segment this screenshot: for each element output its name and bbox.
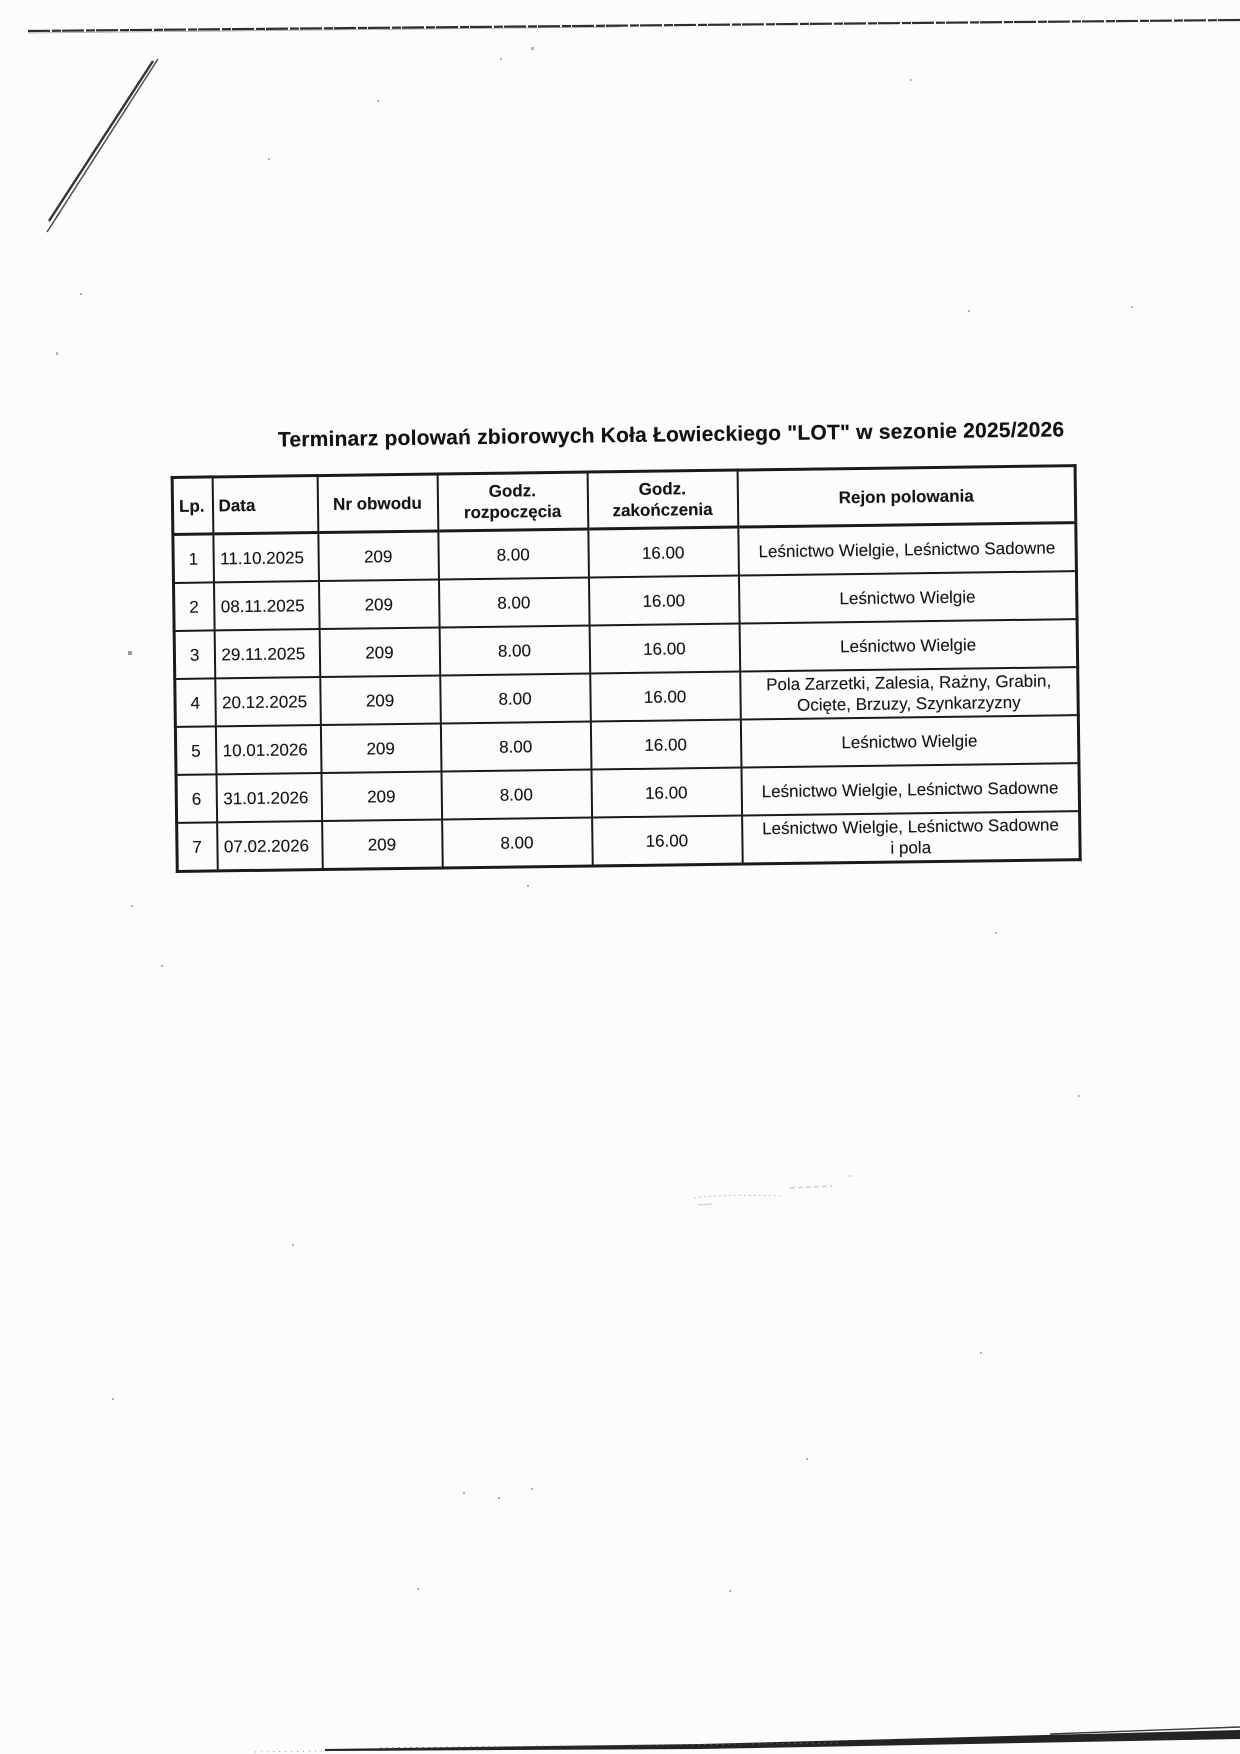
cell-rejon-polowania: Leśnictwo Wielgie xyxy=(740,715,1079,768)
cell-lp: 3 xyxy=(174,630,215,679)
table-body: 1 11.10.2025 209 8.00 16.00 Leśnictwo Wielgie… xyxy=(172,522,1081,872)
cell-nr-obwodu: 209 xyxy=(317,531,439,582)
document-content: Terminarz polowań zbiorowych Koła Łowiec… xyxy=(170,418,1082,873)
cell-godz-rozpoczecia: 8.00 xyxy=(437,529,589,580)
cell-godz-zakonczenia: 16.00 xyxy=(590,719,741,770)
cell-godz-rozpoczecia: 8.00 xyxy=(439,673,591,724)
cell-godz-zakonczenia: 16.00 xyxy=(589,623,740,674)
cell-nr-obwodu: 209 xyxy=(318,579,440,630)
scan-bottom-edge-line xyxy=(254,1726,1240,1753)
cell-data: 08.11.2025 xyxy=(213,581,320,631)
cell-rejon-polowania: Leśnictwo Wielgie, Leśnictwo Sadowne xyxy=(740,763,1080,816)
hunting-schedule-table: Lp. Data Nr obwodu Godz. rozpoczęcia Godz. z… xyxy=(170,464,1082,873)
faint-smudge-mark xyxy=(693,1175,852,1206)
cell-rejon-polowania: Leśnictwo Wielgie xyxy=(739,619,1078,672)
cell-rejon-polowania: Leśnictwo Wielgie, Leśnictwo Sadowne xyxy=(737,522,1077,576)
cell-rejon-polowania: Leśnictwo Wielgie xyxy=(738,571,1078,624)
cell-data: 11.10.2025 xyxy=(212,532,319,583)
cell-lp: 2 xyxy=(173,582,215,631)
column-header-godz-rozpoczecia: Godz. rozpoczęcia xyxy=(437,472,588,532)
column-header-rejon-polowania: Rejon polowania xyxy=(737,465,1076,528)
cell-data: 10.01.2026 xyxy=(215,725,322,775)
cell-nr-obwodu: 209 xyxy=(321,771,442,822)
scan-top-edge-line xyxy=(27,18,1240,34)
cell-godz-zakonczenia: 16.00 xyxy=(591,815,743,867)
cell-lp: 1 xyxy=(172,533,214,583)
table-row: 7 07.02.2026 209 8.00 16.00 Leśnictwo Wielgie… xyxy=(176,811,1081,872)
cell-godz-rozpoczecia: 8.00 xyxy=(441,817,593,868)
column-header-nr-obwodu: Nr obwodu xyxy=(317,474,438,533)
document-title: Terminarz polowań zbiorowych Koła Łowiec… xyxy=(277,418,1065,452)
cell-data: 29.11.2025 xyxy=(214,629,320,679)
cell-lp: 6 xyxy=(176,774,217,823)
cell-godz-zakonczenia: 16.00 xyxy=(588,575,740,626)
cell-rejon-polowania: Leśnictwo Wielgie, Leśnictwo Sadowne i p… xyxy=(741,811,1081,865)
cell-lp: 7 xyxy=(176,822,218,872)
column-header-lp: Lp. xyxy=(172,476,213,535)
column-header-godz-zakonczenia: Godz. zakończenia xyxy=(587,470,738,530)
cell-godz-zakonczenia: 16.00 xyxy=(590,767,742,818)
cell-nr-obwodu: 209 xyxy=(319,675,441,726)
cell-data: 07.02.2026 xyxy=(216,821,323,871)
pen-stroke-mark xyxy=(46,58,159,233)
cell-nr-obwodu: 209 xyxy=(319,627,440,678)
cell-data: 31.01.2026 xyxy=(216,773,322,823)
cell-nr-obwodu: 209 xyxy=(321,819,443,870)
column-header-data: Data xyxy=(212,475,318,534)
cell-godz-rozpoczecia: 8.00 xyxy=(440,721,591,772)
cell-rejon-polowania: Pola Zarzetki, Zalesia, Rażny, Grabin, O… xyxy=(739,667,1079,720)
cell-data: 20.12.2025 xyxy=(214,677,321,727)
cell-godz-rozpoczecia: 8.00 xyxy=(440,769,592,820)
cell-godz-rozpoczecia: 8.00 xyxy=(439,625,590,676)
cell-godz-rozpoczecia: 8.00 xyxy=(438,577,590,628)
cell-lp: 5 xyxy=(175,726,217,775)
cell-lp: 4 xyxy=(174,678,216,727)
cell-godz-zakonczenia: 16.00 xyxy=(589,671,741,722)
cell-nr-obwodu: 209 xyxy=(320,723,441,774)
cell-godz-zakonczenia: 16.00 xyxy=(587,527,739,578)
